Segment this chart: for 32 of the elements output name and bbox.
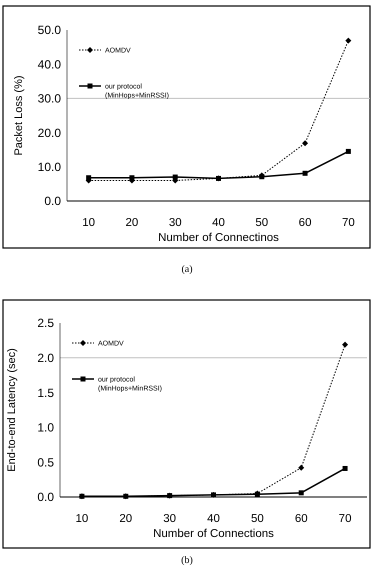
x-tick-label: 20 xyxy=(126,217,138,229)
y-tick-label: 0.0 xyxy=(37,490,54,504)
x-tick-label: 20 xyxy=(119,513,132,525)
y-tick-label: 10.0 xyxy=(38,160,62,174)
y-tick-label: 2.5 xyxy=(37,316,54,330)
x-tick-label: 60 xyxy=(298,217,312,229)
x-tick-label: 40 xyxy=(207,513,220,525)
y-tick-label: 1.5 xyxy=(37,386,54,400)
y-tick-label: 0.0 xyxy=(44,194,62,208)
x-tick-label: 10 xyxy=(82,217,96,229)
text: (b) xyxy=(181,555,193,566)
y-tick-label: 30.0 xyxy=(38,92,62,106)
text: (a) xyxy=(181,264,193,275)
y-tick-label: 1.0 xyxy=(37,420,54,435)
x-tick-label: 10 xyxy=(76,513,88,525)
x-tick-label: 60 xyxy=(294,513,308,525)
x-tick-label: 70 xyxy=(338,513,352,525)
x-axis-title: Number of Connections xyxy=(153,528,274,540)
x-tick-label: 40 xyxy=(212,217,225,229)
x-tick-label: 70 xyxy=(342,217,355,229)
x-tick-label: 30 xyxy=(163,513,176,525)
y-tick-label: 50.0 xyxy=(38,23,62,38)
y-tick-label: 40.0 xyxy=(38,57,62,72)
y-axis-title: Packet Loss (%) xyxy=(13,75,25,156)
y-tick-label: 2.0 xyxy=(37,351,54,365)
x-tick-label: 30 xyxy=(168,217,182,229)
x-tick-label: 50 xyxy=(255,217,268,229)
x-axis-title: Number of Connectinos xyxy=(158,232,280,244)
y-tick-label: 0.5 xyxy=(37,455,54,470)
x-tick-label: 50 xyxy=(250,513,264,525)
y-tick-label: 20.0 xyxy=(38,126,62,140)
y-axis-title: End-to-end Latency (sec) xyxy=(6,348,18,472)
